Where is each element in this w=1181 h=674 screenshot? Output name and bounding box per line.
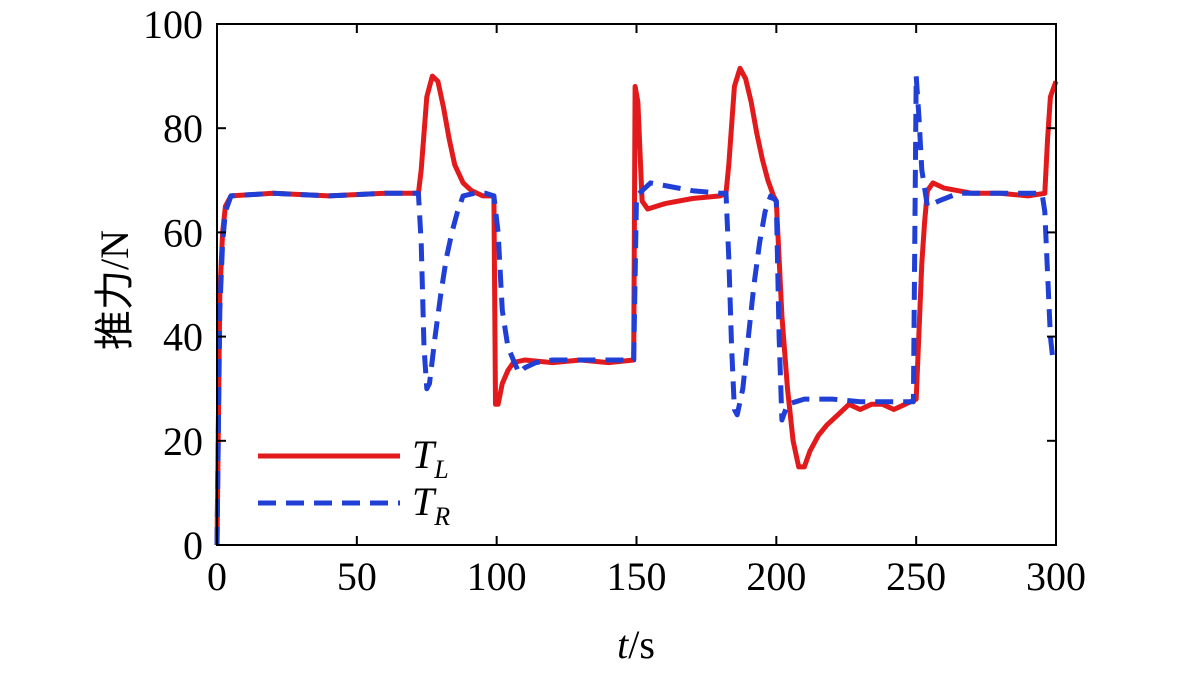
legend: TL TR [258,432,450,531]
legend-label-tl-main: T [412,432,437,477]
y-tick-label-40: 40 [163,315,203,360]
y-tick-label-60: 60 [163,210,203,255]
x-tick-label-50: 50 [337,554,377,599]
y-axis-label: 推力/N [92,230,137,350]
x-axis-label-unit: /s [628,622,655,667]
x-tick-label-200: 200 [746,554,806,599]
y-tick-label-20: 20 [163,419,203,464]
x-tick-label-300: 300 [1026,554,1086,599]
legend-label-tr-sub: R [433,502,450,531]
x-axis-label: t/s [617,622,655,667]
series-layer [214,65,1059,546]
legend-label-tr-main: T [412,479,437,524]
tick-layer: 0 50 100 150 200 250 300 0 20 40 60 80 100 [143,2,1086,599]
x-tick-label-250: 250 [886,554,946,599]
x-tick-label-150: 150 [607,554,667,599]
y-tick-label-0: 0 [183,523,203,568]
series-line-tr [214,73,1056,546]
x-tick-label-0: 0 [207,554,227,599]
legend-label-tl: TL [412,432,449,484]
x-axis-label-variable: t [617,622,629,667]
legend-label-tl-sub: L [433,455,448,484]
y-tick-label-100: 100 [143,2,203,47]
legend-label-tr: TR [412,479,450,531]
y-tick-label-80: 80 [163,106,203,151]
x-tick-label-100: 100 [467,554,527,599]
